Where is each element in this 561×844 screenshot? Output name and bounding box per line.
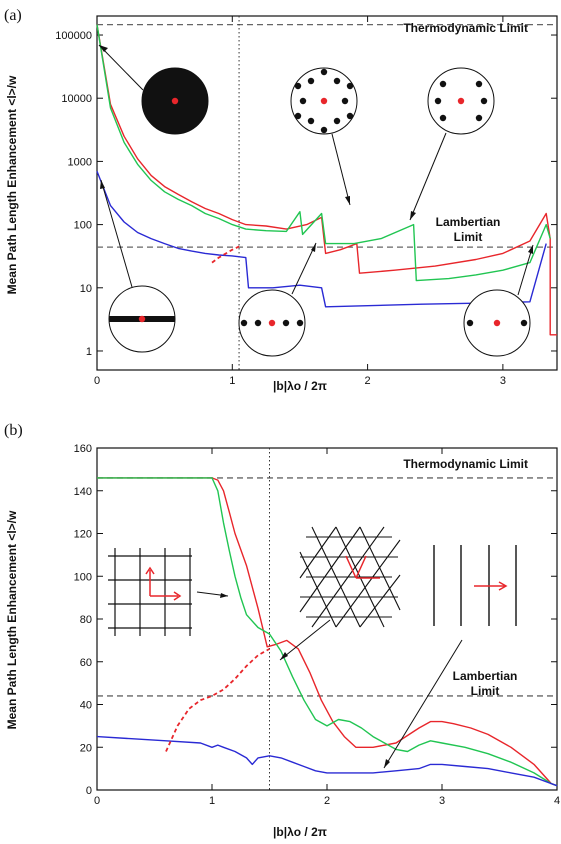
inset-line-grating-b [383, 545, 517, 769]
panel-b: (b) Mean Path Length Enhancement <l>/w |… [4, 422, 560, 839]
panel-b-y-tick-label: 140 [74, 486, 92, 498]
panel-a-x-tick-label: 1 [229, 375, 235, 387]
panel-a-series-red-dashed [211, 245, 240, 264]
panel-b-y-axis-label: Mean Path Length Enhancement <l>/w [5, 510, 19, 729]
panel-a-y-tick-label: 100 [74, 220, 92, 232]
inset-chain-of-dots-1 [238, 242, 317, 357]
panel-b-series-blue [96, 735, 558, 787]
panel-b-series-green [97, 477, 558, 787]
panel-a-x-tick-label: 2 [365, 375, 371, 387]
panel-b-x-axis-label: |b|λo / 2π [273, 825, 327, 839]
panel-b-lambertian-label-line2: Limit [471, 684, 500, 698]
panel-a-series-blue [96, 170, 547, 308]
panel-a-series-green [96, 24, 551, 282]
panel-a-lambertian-label-line2: Limit [454, 230, 483, 244]
panel-b-y-tick-label: 0 [86, 785, 92, 797]
panel-a-plot-area: 0 1 2 3 1 10 100 1000 10000 100000 [55, 15, 558, 387]
panel-a-label: (a) [4, 7, 22, 24]
panel-b-y-tick-label: 100 [74, 571, 92, 583]
panel-a-series-red [96, 24, 557, 336]
panel-b-thermodynamic-limit-label: Thermodynamic Limit [403, 457, 528, 471]
inset-chain-of-dots-2 [463, 244, 534, 357]
panel-b-series-red [97, 477, 558, 787]
panel-b-series-red-dashed [165, 648, 270, 752]
panel-b-y-tick-label: 80 [80, 614, 92, 626]
inset-triangular-lattice [279, 526, 401, 661]
panel-b-label: (b) [4, 422, 23, 439]
panel-a-y-tick-label: 10 [80, 283, 92, 295]
panel-a-y-tick-label: 10000 [61, 93, 92, 105]
inset-square-lattice [108, 548, 229, 636]
panel-b-x-tick-label: 4 [554, 795, 560, 807]
panel-b-y-tick-label: 20 [80, 742, 92, 754]
panel-a-x-axis-label: |b|λo / 2π [273, 379, 327, 393]
panel-b-y-tick-label: 60 [80, 657, 92, 669]
panel-b-y-tick-label: 160 [74, 443, 92, 455]
panel-b-y-tick-label: 40 [80, 700, 92, 712]
panel-b-frame [96, 447, 558, 791]
panel-b-x-tick-label: 1 [209, 795, 215, 807]
panel-a-lambertian-label-line1: Lambertian [436, 215, 501, 229]
panel-a-y-axis-label: Mean Path Length Enhancement <l>/w [5, 75, 19, 294]
panel-a-thermodynamic-limit-label: Thermodynamic Limit [403, 21, 528, 35]
panel-a-y-tick-label: 1 [86, 346, 92, 358]
inset-square-dots [409, 67, 495, 221]
panel-b-x-tick-label: 0 [94, 795, 100, 807]
inset-hexagonal-dots [290, 67, 358, 206]
panel-a-y-tick-label: 100000 [55, 30, 92, 42]
panel-a: (a) Mean Path Length Enhancement <l>/w |… [4, 7, 558, 393]
panel-a-frame [96, 15, 558, 371]
inset-disk [98, 44, 209, 135]
panel-b-lambertian-label-line1: Lambertian [453, 669, 518, 683]
panel-b-y-tick-label: 120 [74, 529, 92, 541]
inset-line-grating [100, 179, 176, 353]
panel-a-x-tick-label: 3 [500, 375, 506, 387]
panel-b-x-tick-label: 2 [324, 795, 330, 807]
panel-b-x-tick-label: 3 [439, 795, 445, 807]
panel-a-y-tick-label: 1000 [68, 156, 92, 168]
panel-a-x-tick-label: 0 [94, 375, 100, 387]
